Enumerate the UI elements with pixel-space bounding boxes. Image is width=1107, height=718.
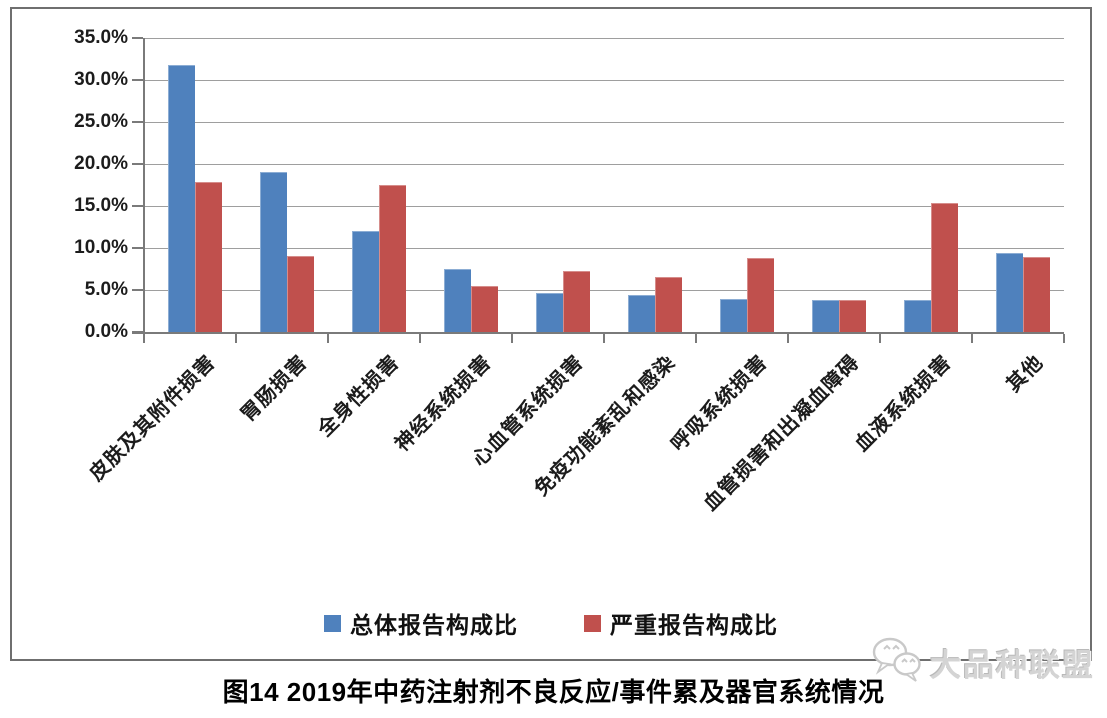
gridline — [144, 80, 1064, 81]
y-axis-line — [143, 38, 145, 341]
x-axis-tick — [1063, 334, 1065, 343]
bar-total — [444, 269, 471, 332]
bar-serious — [379, 185, 406, 332]
bar-total — [812, 300, 839, 332]
legend: 总体报告构成比 严重报告构成比 — [10, 606, 1092, 640]
y-axis-tick — [132, 121, 143, 123]
watermark-text: 大品种联盟 — [930, 647, 1095, 683]
gridline — [144, 122, 1064, 123]
y-axis-tick — [132, 163, 143, 165]
legend-swatch-total — [324, 614, 341, 632]
legend-label-serious: 严重报告构成比 — [610, 612, 778, 638]
y-axis-label: 30.0% — [74, 69, 128, 90]
bar-total — [260, 171, 287, 332]
bar-serious — [287, 256, 314, 332]
x-axis-tick — [879, 334, 881, 343]
x-axis-line — [132, 332, 1064, 334]
bar-serious — [839, 300, 866, 332]
bar-serious — [195, 182, 222, 332]
bar-serious — [1023, 257, 1050, 332]
figure-caption: 图14 2019年中药注射剂不良反应/事件累及器官系统情况 — [222, 677, 885, 707]
x-axis-tick — [695, 334, 697, 343]
bar-total — [720, 299, 747, 332]
y-axis-label: 10.0% — [74, 237, 128, 258]
gridline — [144, 38, 1064, 39]
y-axis-tick — [132, 205, 143, 207]
x-axis-tick — [511, 334, 513, 343]
x-axis-tick — [235, 334, 237, 343]
gridline — [144, 248, 1064, 249]
x-axis-tick — [327, 334, 329, 343]
legend-item-total: 总体报告构成比 — [324, 606, 518, 640]
legend-swatch-serious — [584, 614, 601, 632]
bar-serious — [931, 203, 958, 332]
gridline — [144, 290, 1064, 291]
gridline — [144, 164, 1064, 165]
bar-total — [168, 64, 195, 332]
bar-serious — [747, 258, 774, 332]
x-axis-tick — [787, 334, 789, 343]
legend-label-total: 总体报告构成比 — [350, 612, 518, 638]
y-axis-label: 15.0% — [74, 195, 128, 216]
bar-total — [352, 231, 379, 332]
y-axis-tick — [132, 247, 143, 249]
y-axis-label: 35.0% — [74, 27, 128, 48]
x-axis-tick — [419, 334, 421, 343]
legend-item-serious: 严重报告构成比 — [584, 606, 778, 640]
y-axis-tick — [132, 37, 143, 39]
plot-area — [132, 37, 1065, 343]
y-axis-label: 5.0% — [84, 279, 128, 300]
wechat-icon — [868, 635, 926, 690]
y-axis-label: 20.0% — [74, 153, 128, 174]
y-axis-tick — [132, 289, 143, 291]
bar-serious — [563, 270, 590, 332]
watermark: 大品种联盟 — [868, 636, 1098, 688]
gridline — [144, 206, 1064, 207]
x-axis-tick — [603, 334, 605, 343]
y-axis-label: 0.0% — [84, 321, 128, 342]
bar-total — [904, 300, 931, 332]
y-axis-tick — [132, 79, 143, 81]
y-axis-label: 25.0% — [74, 111, 128, 132]
bar-total — [996, 253, 1023, 332]
x-axis-tick — [143, 334, 145, 343]
bar-total — [628, 295, 655, 332]
x-axis-tick — [971, 334, 973, 343]
y-axis-tick — [132, 331, 143, 333]
bar-total — [536, 292, 563, 332]
bar-serious — [471, 285, 498, 332]
bar-serious — [655, 276, 682, 332]
